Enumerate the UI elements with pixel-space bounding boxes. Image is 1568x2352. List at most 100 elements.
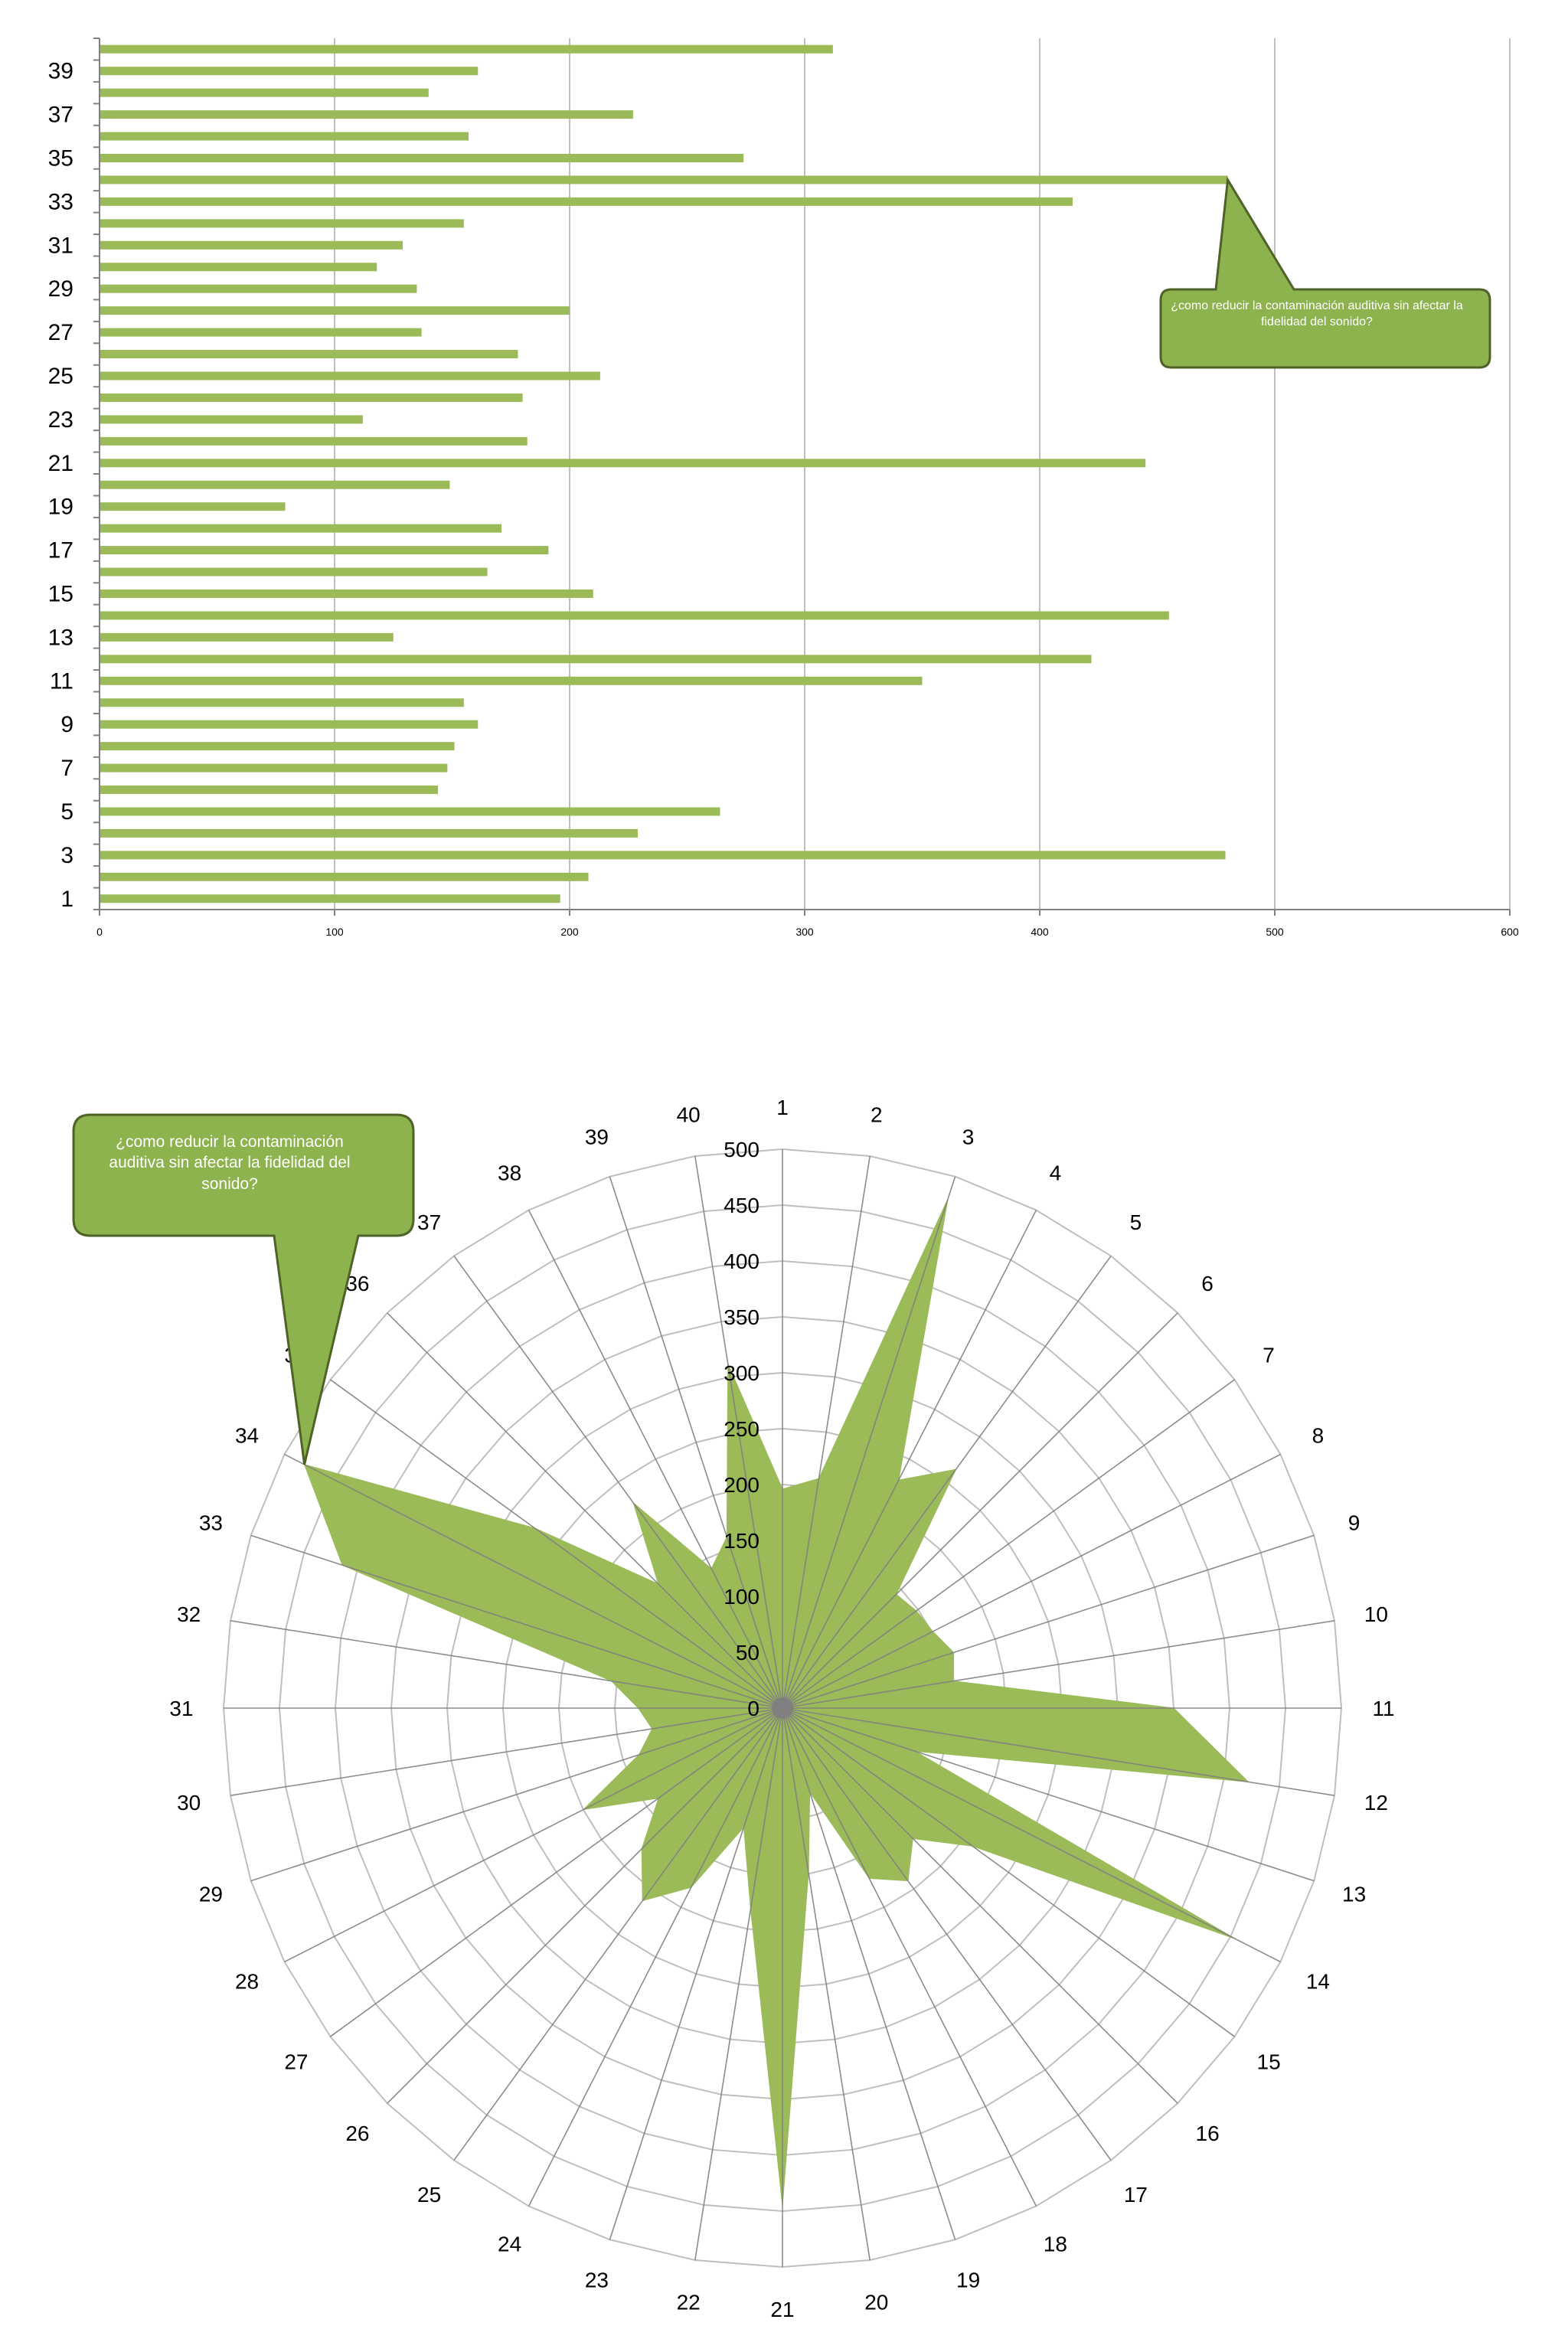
radar-spoke	[782, 1210, 1037, 1709]
radar-category-label: 18	[1044, 2232, 1067, 2256]
radar-radial-label: 150	[724, 1529, 760, 1553]
radar-radial-label: 350	[724, 1305, 760, 1329]
category-label: 39	[48, 59, 74, 84]
radar-category-label: 7	[1263, 1344, 1275, 1367]
radar-radial-label: 450	[724, 1194, 760, 1217]
radar-category-label: 25	[417, 2183, 441, 2207]
value-tick-label: 500	[1266, 926, 1284, 938]
bar-chart-bars	[100, 44, 1228, 903]
radar-spoke	[284, 1707, 783, 1963]
radar-spoke	[230, 1707, 783, 1796]
category-label: 29	[48, 276, 74, 302]
bar-26	[100, 350, 518, 359]
radar-category-label: 8	[1312, 1424, 1325, 1448]
bar-31	[100, 240, 403, 250]
bar-19	[100, 502, 286, 511]
radar-category-label: 22	[677, 2290, 701, 2314]
category-label: 21	[48, 451, 74, 476]
category-label: 11	[50, 668, 74, 694]
bar-7	[100, 763, 448, 773]
value-tick-label: 0	[96, 926, 103, 938]
radar-chart-category-labels: 1 234567891011121314151617181920212223242…	[169, 1096, 1394, 2321]
bar-15	[100, 589, 593, 598]
category-label: 35	[48, 145, 74, 171]
value-tick-label: 300	[795, 926, 814, 938]
category-label: 23	[48, 407, 74, 433]
category-label: 13	[48, 625, 74, 650]
category-label: 9	[60, 712, 74, 737]
category-label: 25	[48, 364, 74, 389]
bar-12	[100, 655, 1092, 664]
bar-23	[100, 415, 363, 424]
category-label: 19	[48, 495, 74, 520]
radar-category-label: 12	[1364, 1791, 1388, 1815]
radar-spoke	[782, 1707, 1281, 1963]
radar-radial-label: 250	[724, 1417, 760, 1441]
bar-27	[100, 328, 422, 337]
bar-30	[100, 263, 377, 272]
radar-category-label: 15	[1257, 2050, 1281, 2073]
radar-category-label: 31	[169, 1697, 193, 1720]
radar-radial-label: 0	[747, 1697, 760, 1720]
radar-category-label: 2	[871, 1103, 883, 1127]
radar-category-label: 28	[235, 1969, 259, 1993]
radar-category-label: 17	[1124, 2183, 1148, 2207]
category-label: 31	[48, 233, 74, 258]
radar-spoke	[782, 1620, 1335, 1709]
radar-spoke	[329, 1707, 783, 2037]
bar-4	[100, 828, 639, 838]
radar-spoke	[782, 1707, 1236, 2037]
radar-category-label: 23	[585, 2269, 609, 2292]
bar-38	[100, 88, 429, 97]
radar-category-label: 27	[284, 2050, 308, 2073]
radar-spoke	[230, 1620, 783, 1709]
bar-18	[100, 524, 501, 533]
radar-spoke	[694, 1155, 783, 1709]
bar-20	[100, 480, 450, 489]
radar-center-dot	[772, 1697, 793, 1719]
radar-radial-label: 400	[724, 1250, 760, 1273]
bar-32	[100, 219, 464, 228]
bar-chart-value-labels: 0 100 200 300 400 500 600	[96, 926, 1519, 938]
bar-chart-axes	[93, 38, 1511, 916]
radar-category-label: 24	[498, 2232, 521, 2256]
bar-40	[100, 44, 833, 54]
bar-22	[100, 436, 528, 446]
bar-33	[100, 197, 1073, 206]
radar-category-label: 19	[956, 2269, 980, 2292]
radar-category-label: 37	[417, 1210, 441, 1234]
radar-spoke	[782, 1312, 1178, 1709]
radar-spoke	[387, 1312, 783, 1709]
bar-25	[100, 371, 600, 381]
radar-category-label: 40	[677, 1103, 701, 1127]
radar-category-label: 4	[1050, 1161, 1062, 1185]
value-tick-label: 200	[560, 926, 579, 938]
bar-3	[100, 851, 1226, 860]
value-tick-label: 600	[1501, 926, 1519, 938]
radar-category-label: 30	[177, 1791, 201, 1815]
bar-2	[100, 872, 589, 881]
radar-category-label: 33	[199, 1511, 223, 1534]
radar-radial-label: 50	[736, 1641, 760, 1664]
category-label: 27	[48, 320, 74, 345]
radar-spoke	[250, 1534, 783, 1709]
radar-spoke	[782, 1707, 1037, 2207]
radar-spoke	[609, 1707, 783, 2240]
radar-category-label: 5	[1130, 1210, 1142, 1234]
bar-10	[100, 698, 464, 707]
category-label: 1	[60, 887, 74, 912]
radar-category-label: 9	[1348, 1511, 1361, 1534]
category-label: 15	[48, 581, 74, 606]
radar-chart-radial-labels: 0 50 100 150 200 250 300 350 400 450 500	[724, 1138, 760, 1720]
category-label: 17	[48, 538, 74, 564]
bar-21	[100, 459, 1146, 468]
radar-spoke	[782, 1176, 956, 1709]
radar-category-label: 26	[345, 2122, 369, 2145]
radar-category-label: 29	[199, 1883, 223, 1906]
radar-category-label: 34	[235, 1424, 259, 1448]
radar-radial-label: 100	[724, 1585, 760, 1609]
radar-radial-label: 500	[724, 1138, 760, 1161]
